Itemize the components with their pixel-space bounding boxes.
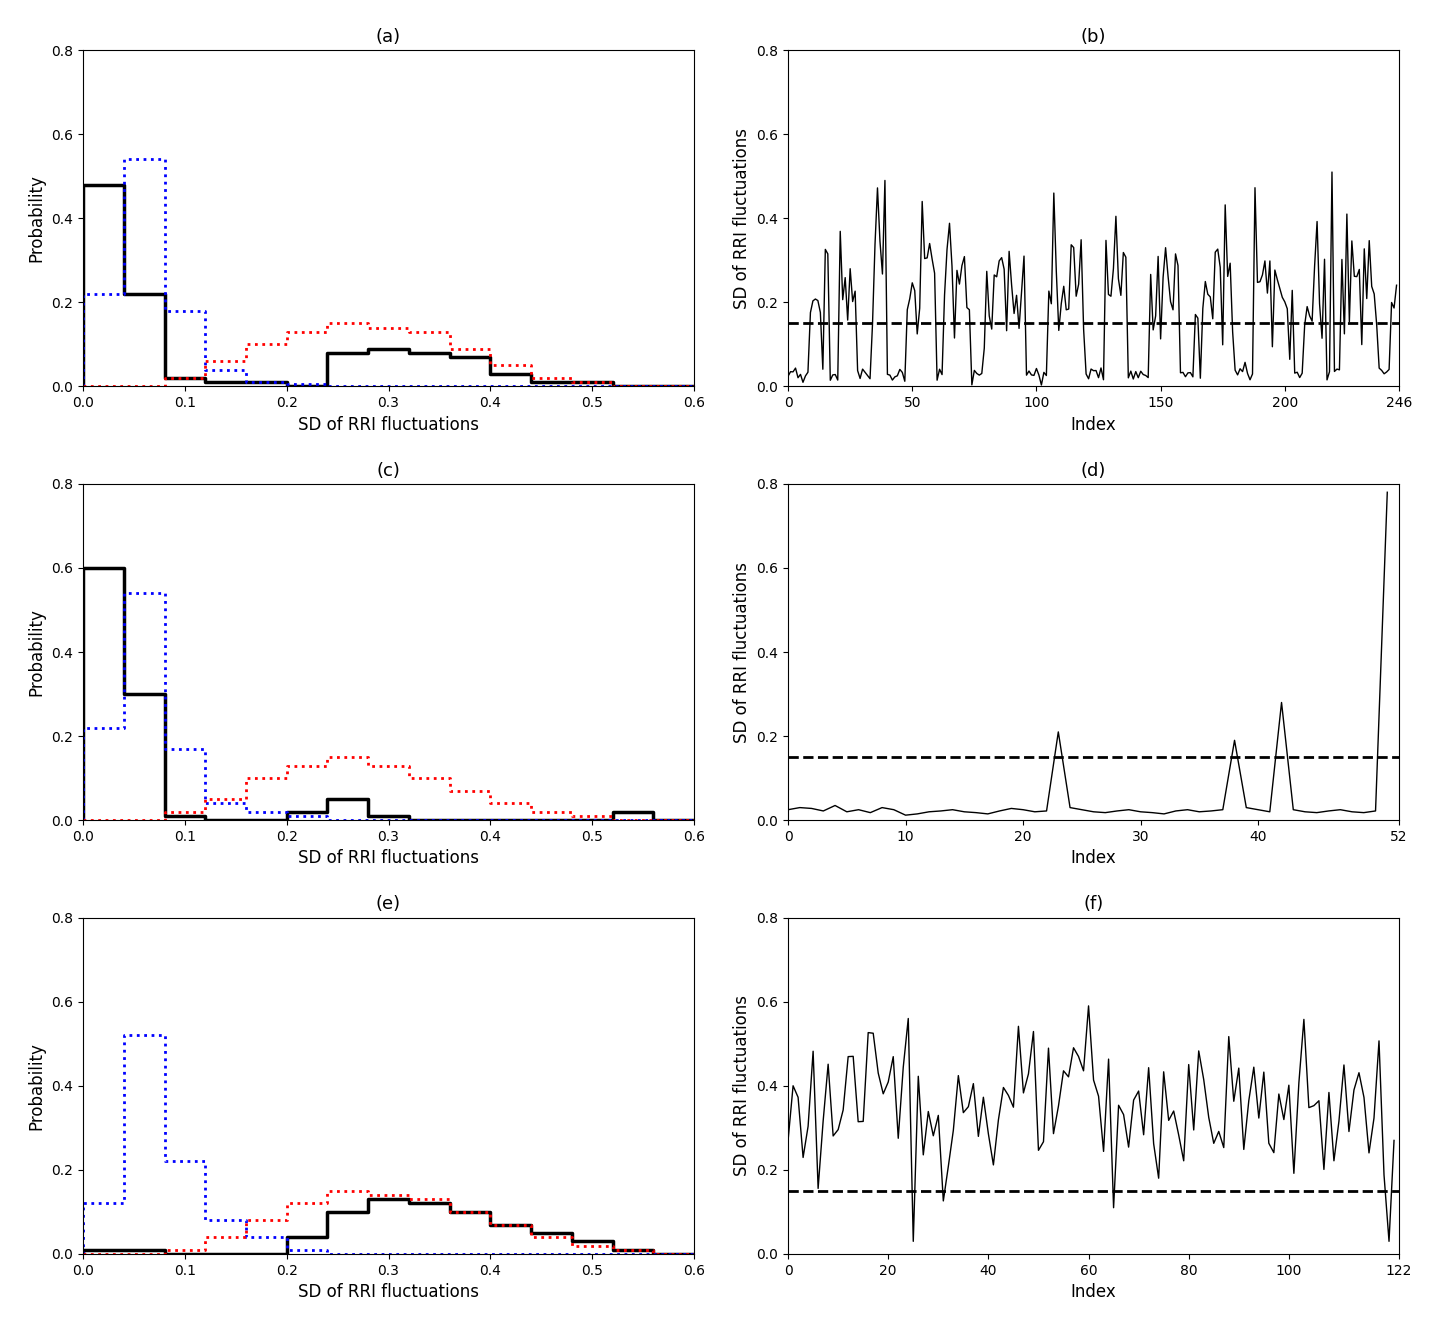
Title: (a): (a)	[376, 28, 402, 45]
Y-axis label: Probability: Probability	[27, 1042, 46, 1130]
Title: (c): (c)	[377, 461, 400, 480]
X-axis label: SD of RRI fluctuations: SD of RRI fluctuations	[298, 416, 480, 433]
X-axis label: SD of RRI fluctuations: SD of RRI fluctuations	[298, 849, 480, 868]
X-axis label: Index: Index	[1071, 849, 1116, 868]
Title: (e): (e)	[376, 896, 402, 913]
Y-axis label: SD of RRI fluctuations: SD of RRI fluctuations	[733, 562, 750, 743]
Title: (f): (f)	[1083, 896, 1103, 913]
X-axis label: SD of RRI fluctuations: SD of RRI fluctuations	[298, 1284, 480, 1301]
Title: (d): (d)	[1081, 461, 1106, 480]
Title: (b): (b)	[1081, 28, 1106, 45]
Y-axis label: Probability: Probability	[27, 174, 46, 262]
Y-axis label: SD of RRI fluctuations: SD of RRI fluctuations	[733, 128, 750, 308]
Y-axis label: Probability: Probability	[27, 609, 46, 696]
Y-axis label: SD of RRI fluctuations: SD of RRI fluctuations	[733, 995, 750, 1176]
X-axis label: Index: Index	[1071, 416, 1116, 433]
X-axis label: Index: Index	[1071, 1284, 1116, 1301]
